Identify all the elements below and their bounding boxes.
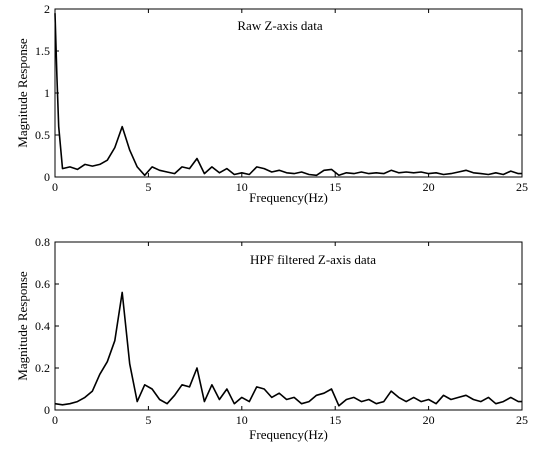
chart2-panel: 0 5 10 15 20 25 0 0.2 0.4 0.6 0.8 HPF filtered Z-ax… — [15, 235, 528, 442]
chart2-series-line-1 — [54, 291, 522, 407]
chart1-xtick-label: 10 — [236, 180, 248, 194]
chart1-xtick-label: 15 — [329, 180, 341, 194]
chart1-xtick-label: 20 — [423, 180, 435, 194]
chart1-axes-box — [54, 8, 523, 178]
chart2-xtick-label: 0 — [52, 413, 58, 427]
chart1-xtick-label: 0 — [52, 180, 58, 194]
chart2-xtick-label: 5 — [145, 413, 151, 427]
chart1-series-line-1 — [54, 13, 522, 177]
chart2-ytick-label: 0.2 — [35, 361, 50, 375]
chart1-ytick-label: 2 — [44, 2, 50, 16]
chart1-xtick-label: 5 — [145, 180, 151, 194]
chart1-xtick-label: 25 — [516, 180, 528, 194]
chart2-xtick-label: 25 — [516, 413, 528, 427]
chart1-annotation: Raw Z-axis data — [237, 18, 322, 33]
chart2-annotation: HPF filtered Z-axis data — [250, 252, 376, 267]
chart1-panel: 0 5 10 15 20 25 0 0.5 1 1.5 2 Raw Z-axis data Freque… — [15, 2, 528, 205]
chart1-ytick-label: 0 — [44, 170, 50, 184]
chart1-x-axis-label: Frequency(Hz) — [249, 190, 328, 205]
chart2-ytick-label: 0.6 — [35, 277, 50, 291]
chart2-ytick-label: 0.8 — [35, 235, 50, 249]
chart1-ytick-label: 1 — [44, 86, 50, 100]
chart2-xtick-label: 15 — [329, 413, 341, 427]
chart1-ytick-label: 1.5 — [35, 44, 50, 58]
chart2-ytick-label: 0 — [44, 403, 50, 417]
chart2-ytick-label: 0.4 — [35, 319, 50, 333]
chart2-xtick-label: 10 — [236, 413, 248, 427]
chart2-y-axis-label: Magnitude Response — [15, 271, 30, 381]
chart2-xtick-label: 20 — [423, 413, 435, 427]
chart1-ytick-label: 0.5 — [35, 128, 50, 142]
chart1-y-axis-label: Magnitude Response — [15, 38, 30, 148]
chart2-x-axis-label: Frequency(Hz) — [249, 427, 328, 442]
